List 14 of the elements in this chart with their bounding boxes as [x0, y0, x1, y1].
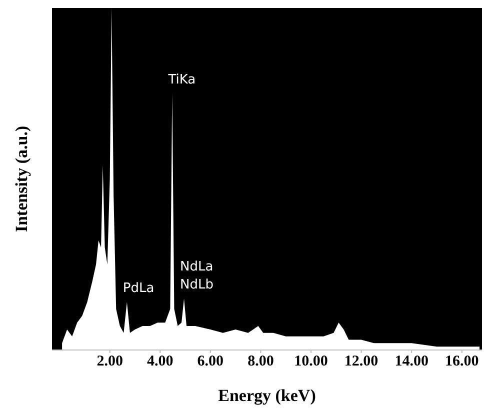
x-tick-label: 6.00 — [197, 354, 224, 370]
x-tick-label: 10.00 — [294, 354, 328, 370]
x-tick-label: 16.00 — [445, 354, 479, 370]
annotation: PdLa — [122, 281, 154, 296]
x-tick-label: 12.00 — [344, 354, 378, 370]
x-tick-label: 8.00 — [248, 354, 274, 370]
annotation: TiKa — [167, 72, 196, 88]
x-axis-title: Energy (keV) — [217, 386, 317, 406]
annotation: NdLb — [180, 278, 214, 293]
x-tick-label: 2.00 — [96, 354, 123, 370]
x-tick-label: 4.00 — [147, 354, 174, 370]
annotation: NdLa — [180, 260, 214, 275]
x-tick-label: 14.00 — [394, 354, 428, 370]
y-axis-title: Intensity (a.u.) — [12, 126, 32, 232]
